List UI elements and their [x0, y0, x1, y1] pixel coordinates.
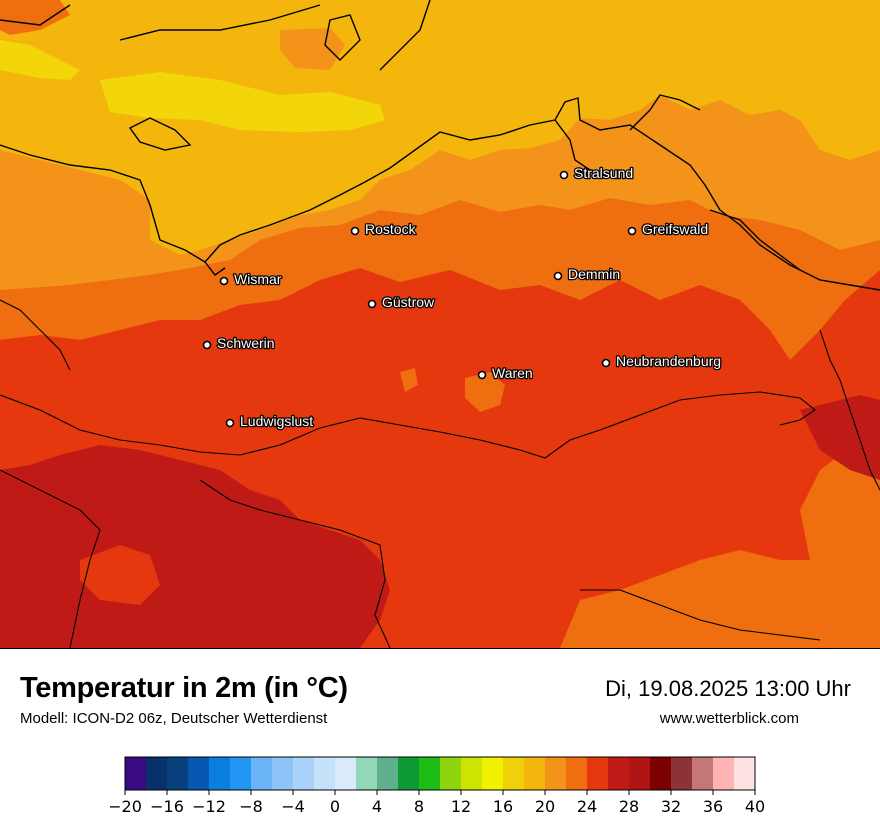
- city-rostock: Rostock: [350, 220, 418, 238]
- city-label: Wismar: [234, 271, 282, 287]
- color-legend: −20 −16 −12 −8 −4 0 4 8 12 16 20 24 28 32 36 40: [108, 756, 770, 820]
- legend-tick-label: 4: [372, 797, 382, 816]
- coastline: [0, 0, 880, 291]
- legend-swatch: [482, 757, 504, 790]
- legend-swatch: [671, 757, 693, 790]
- legend-swatch: [608, 757, 630, 790]
- legend-swatch: [503, 757, 525, 790]
- forecast-datetime: Di, 19.08.2025 13:00 Uhr: [605, 676, 851, 701]
- map-title: Temperatur in 2m (in °C): [20, 672, 348, 704]
- temp-field-22-24-patch2: [400, 368, 418, 392]
- legend-swatch: [188, 757, 210, 790]
- legend-tick-label: 16: [493, 797, 513, 816]
- city-dot: [601, 358, 611, 368]
- legend-swatch: [125, 757, 147, 790]
- legend-swatch: [587, 757, 609, 790]
- temp-field-22-24-north: [0, 0, 70, 35]
- legend-swatch: [629, 757, 651, 790]
- temp-field-16-18: [0, 40, 80, 80]
- map-canvas: Stralsund Rostock Greifswald Wismar Demm…: [0, 0, 880, 648]
- legend-swatch: [293, 757, 315, 790]
- legend-swatch: [209, 757, 231, 790]
- city-stralsund: Stralsund: [559, 164, 634, 182]
- legend-swatch: [692, 757, 714, 790]
- city-label: Waren: [492, 365, 533, 381]
- legend-tick-label: 32: [661, 797, 681, 816]
- temp-field-20-22-island: [280, 28, 345, 70]
- legend-tick-label: 40: [745, 797, 765, 816]
- state-borders: [0, 299, 880, 648]
- legend-tick-label: 8: [414, 797, 424, 816]
- temp-field-22-24-east: [560, 420, 880, 648]
- legend-swatch: [713, 757, 735, 790]
- city-wismar: Wismar: [219, 270, 283, 288]
- city-dot: [225, 418, 235, 428]
- city-label: Güstrow: [382, 294, 435, 310]
- legend-swatch: [272, 757, 294, 790]
- legend-swatch: [146, 757, 168, 790]
- legend-tick-label: 0: [330, 797, 340, 816]
- temp-field-24-26-hole: [80, 545, 160, 605]
- legend-swatch: [650, 757, 672, 790]
- legend-tick-label: −16: [150, 797, 184, 816]
- city-greifswald: Greifswald: [627, 220, 709, 238]
- legend-swatch: [167, 757, 189, 790]
- legend-swatch: [461, 757, 483, 790]
- legend-tick-label: 36: [703, 797, 723, 816]
- legend-swatch: [566, 757, 588, 790]
- legend-swatch: [335, 757, 357, 790]
- city-dot: [627, 226, 637, 236]
- city-label: Greifswald: [642, 221, 708, 237]
- legend-swatch: [356, 757, 378, 790]
- city-schwerin: Schwerin: [202, 334, 276, 352]
- legend-swatch: [230, 757, 252, 790]
- city-guestrow: Güstrow: [367, 293, 436, 311]
- city-label: Neubrandenburg: [616, 353, 721, 369]
- city-dot: [367, 299, 377, 309]
- city-ludwigslust: Ludwigslust: [225, 412, 315, 430]
- city-dot: [202, 340, 212, 350]
- legend-tick-label: 24: [577, 797, 597, 816]
- legend-swatch: [419, 757, 441, 790]
- city-dot: [477, 370, 487, 380]
- city-dot: [559, 170, 569, 180]
- legend-tick-label: 20: [535, 797, 555, 816]
- temp-field-16-18-b: [100, 72, 385, 132]
- legend-swatch: [251, 757, 273, 790]
- city-label: Stralsund: [574, 165, 633, 181]
- legend-swatch: [377, 757, 399, 790]
- legend-swatch: [545, 757, 567, 790]
- legend-tick-label: 12: [451, 797, 471, 816]
- city-label: Ludwigslust: [240, 413, 313, 429]
- website-label: www.wetterblick.com: [659, 710, 799, 727]
- city-label: Rostock: [365, 221, 417, 237]
- legend-border: [124, 756, 756, 791]
- city-dot: [350, 226, 360, 236]
- city-demmin: Demmin: [553, 265, 621, 283]
- legend-swatch: [314, 757, 336, 790]
- city-dot: [219, 276, 229, 286]
- legend-canvas: −20 −16 −12 −8 −4 0 4 8 12 16 20 24 28 32 36 40: [108, 756, 765, 816]
- legend-swatch: [440, 757, 462, 790]
- city-markers: Stralsund Rostock Greifswald Wismar Demm…: [202, 164, 722, 430]
- legend-swatch: [734, 757, 756, 790]
- legend-tick-label: −12: [192, 797, 226, 816]
- legend-tick-label: −4: [281, 797, 305, 816]
- city-label: Schwerin: [217, 335, 275, 351]
- legend-tick-label: 28: [619, 797, 639, 816]
- legend-tick-label: −8: [239, 797, 263, 816]
- legend-swatch: [398, 757, 420, 790]
- city-waren: Waren: [477, 364, 534, 382]
- temp-field-22-24-patch: [465, 372, 505, 412]
- temperature-map: Stralsund Rostock Greifswald Wismar Demm…: [0, 0, 880, 649]
- temp-field-26-28-east: [800, 395, 880, 480]
- legend-tick-label: −20: [110, 797, 142, 816]
- city-label: Demmin: [568, 266, 620, 282]
- legend-swatch: [524, 757, 546, 790]
- temp-field-18-20: [0, 0, 880, 255]
- model-source: Modell: ICON-D2 06z, Deutscher Wetterdie…: [20, 710, 328, 727]
- city-dot: [553, 271, 563, 281]
- city-neubrandenburg: Neubrandenburg: [601, 352, 722, 370]
